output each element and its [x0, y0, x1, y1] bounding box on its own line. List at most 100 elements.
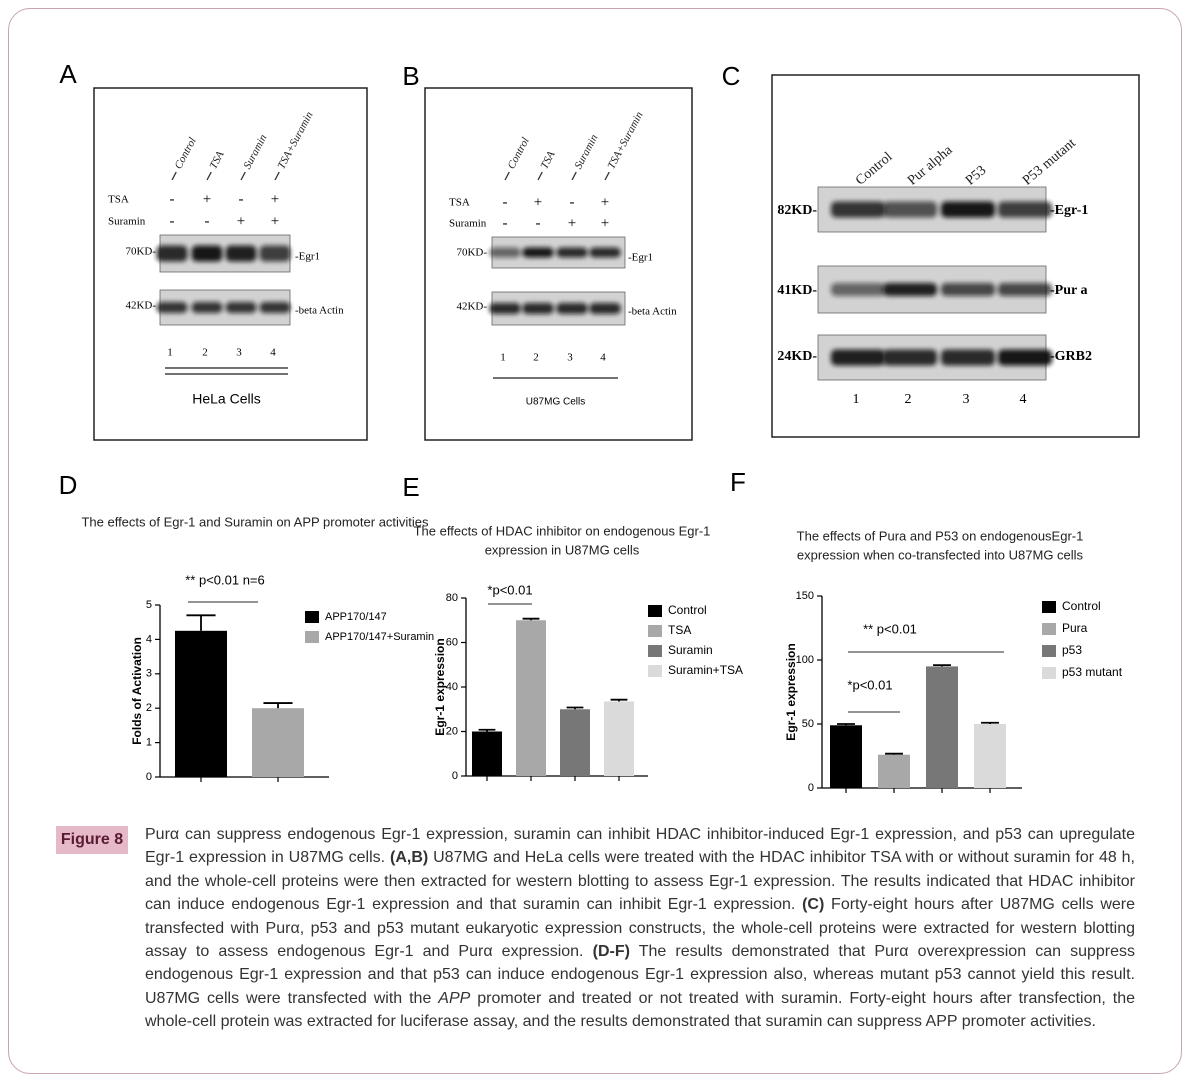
legend-swatch: [305, 611, 319, 623]
treatment-sign: -: [239, 191, 244, 207]
bar: [878, 754, 910, 788]
caption-part: Purα can suppress endogenous Egr-1 expre…: [145, 826, 1135, 867]
lane-number: 3: [963, 392, 970, 407]
y-tick-label: 80: [446, 592, 458, 604]
chart-title: The effects of HDAC inhibitor on endogen…: [414, 523, 711, 538]
legend-label: Pura: [1062, 621, 1088, 635]
blot-band: [556, 247, 588, 258]
caption-part: (D-F): [592, 943, 630, 961]
size-marker: 82KD-: [777, 203, 817, 218]
error-bar: [186, 614, 216, 631]
bar: [830, 725, 862, 788]
blot-panel-frame: [93, 87, 368, 441]
size-marker: 70KD-: [125, 246, 156, 258]
band-label: -Egr-1: [1050, 203, 1088, 218]
legend-label: TSA: [668, 623, 691, 637]
legend-label: Control: [1062, 599, 1101, 613]
lane-number: 4: [1020, 392, 1027, 407]
significance-annotation: *p<0.01: [487, 582, 532, 597]
error-bar: [566, 706, 584, 710]
cell-line-label: U87MG Cells: [526, 397, 585, 408]
y-tick-label: 20: [446, 725, 458, 737]
lane-dash: [571, 171, 577, 181]
lane-number: 4: [600, 352, 606, 364]
panel-label: D: [59, 470, 78, 500]
blot-band: [156, 245, 188, 262]
blot-band: [489, 303, 521, 314]
y-tick-label: 0: [452, 770, 458, 782]
treatment-label: Suramin: [108, 216, 146, 228]
band-label: -beta Actin: [628, 306, 677, 318]
treatment-sign: -: [503, 215, 508, 231]
y-tick-label: 100: [796, 654, 814, 666]
treatment-sign: +: [601, 194, 609, 210]
lane-number: 3: [567, 352, 573, 364]
legend-label: Control: [668, 603, 707, 617]
treatment-sign: -: [170, 213, 175, 229]
bar: [604, 701, 634, 776]
legend-swatch: [1042, 667, 1056, 679]
panel-label: B: [402, 61, 419, 91]
lane-number: 3: [236, 347, 242, 359]
size-marker: 41KD-: [777, 283, 817, 298]
blot-band: [489, 247, 521, 258]
legend-label: Suramin: [668, 643, 713, 657]
y-tick-label: 60: [446, 636, 458, 648]
y-tick-label: 40: [446, 681, 458, 693]
blot-band: [589, 303, 621, 314]
treatment-sign: +: [203, 191, 211, 207]
treatment-sign: -: [503, 194, 508, 210]
lane-dash: [274, 171, 280, 181]
band-label: -Egr1: [295, 251, 320, 263]
treatment-label: Suramin: [449, 218, 487, 230]
caption-part: (A,B): [390, 849, 429, 867]
y-axis-label: Folds of Activation: [130, 637, 144, 745]
caption-part: U87MG and HeLa cells were treated with t…: [145, 849, 1136, 914]
error-bar: [610, 698, 628, 702]
error-bar: [981, 721, 999, 724]
treatment-label: TSA: [449, 197, 470, 209]
blot-band: [997, 201, 1053, 218]
blot-band: [225, 245, 257, 262]
treatment-sign: +: [271, 213, 279, 229]
panel-label: E: [402, 472, 419, 502]
error-bar: [522, 617, 540, 621]
y-axis-label: Egr-1 expression: [784, 643, 798, 740]
lane-dash: [604, 171, 610, 181]
caption-part: APP: [438, 989, 471, 1007]
error-bar: [478, 728, 496, 732]
bar: [560, 709, 590, 776]
chart-title: The effects of Pura and P53 on endogenou…: [797, 528, 1084, 543]
significance-annotation: ** p<0.01: [863, 621, 917, 636]
blot-band: [191, 302, 223, 313]
panel-label: A: [59, 59, 77, 89]
y-tick-label: 50: [802, 718, 814, 730]
legend-swatch: [648, 625, 662, 637]
lane-dash: [240, 171, 246, 181]
legend-swatch: [1042, 623, 1056, 635]
blot-band: [830, 283, 886, 296]
blot-band: [589, 247, 621, 258]
blot-band: [882, 349, 938, 366]
blot-band: [225, 302, 257, 313]
caption-part: The results demonstrated that Purα overe…: [145, 943, 1136, 1007]
legend-swatch: [648, 645, 662, 657]
bar: [175, 630, 227, 777]
treatment-sign: -: [205, 213, 210, 229]
bar: [974, 724, 1006, 788]
y-tick-label: 2: [146, 702, 152, 714]
error-bar: [933, 664, 951, 667]
blot-band: [940, 201, 996, 218]
lane-dash: [206, 171, 212, 181]
treatment-sign: +: [271, 191, 279, 207]
band-label: -GRB2: [1050, 349, 1092, 364]
cell-line-label: HeLa Cells: [192, 391, 260, 407]
bar: [516, 620, 546, 776]
lane-dash: [537, 171, 543, 181]
panel-label: F: [730, 467, 746, 497]
band-label: -beta Actin: [295, 305, 344, 317]
chart-title: expression when co-transfected into U87M…: [797, 547, 1084, 562]
blot-band: [882, 201, 938, 218]
band-label: -Egr1: [628, 252, 653, 264]
blot-band: [997, 283, 1053, 296]
